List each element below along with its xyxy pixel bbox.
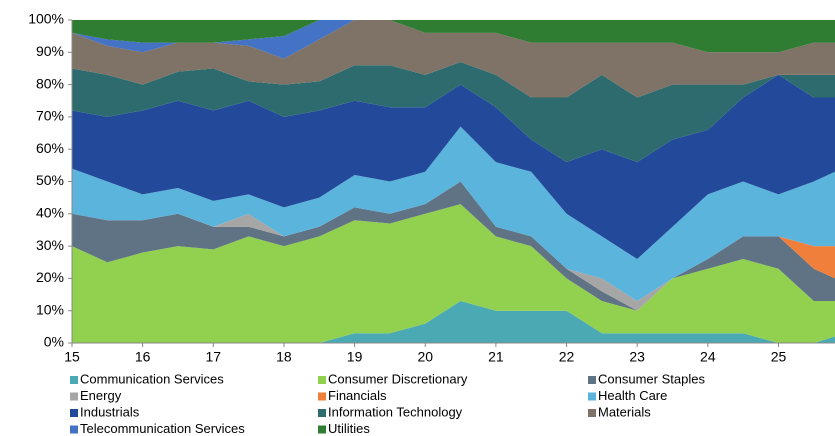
legend-swatch — [588, 409, 596, 417]
area — [72, 61, 835, 163]
y-tick-label: 60% — [36, 140, 64, 156]
legend-swatch — [70, 409, 78, 417]
area — [72, 126, 835, 302]
x-tick-label: 15 — [64, 349, 80, 365]
x-tick-label: 17 — [206, 349, 222, 365]
y-tick-label: 40% — [36, 205, 64, 221]
x-tick-label: 18 — [276, 349, 292, 365]
legend-swatch — [318, 409, 326, 417]
x-tick-label: 21 — [488, 349, 504, 365]
area — [72, 301, 835, 343]
legend-label: Communication Services — [80, 371, 224, 386]
legend-label: Telecommunication Services — [80, 421, 245, 436]
x-tick-label: 19 — [347, 349, 363, 365]
legend-swatch — [318, 376, 326, 384]
legend-label: Consumer Staples — [598, 371, 705, 386]
y-tick-label: 70% — [36, 108, 64, 124]
area — [72, 20, 835, 53]
legend-label: Utilities — [328, 421, 370, 436]
legend-swatch — [70, 376, 78, 384]
x-tick-label: 23 — [629, 349, 645, 365]
legend-swatch — [588, 392, 596, 401]
y-tick-label: 30% — [36, 237, 64, 253]
legend-swatch — [70, 392, 78, 401]
legend-label: Information Technology — [328, 404, 463, 419]
legend-swatch — [318, 425, 326, 434]
legend-swatch — [588, 376, 596, 384]
area — [72, 204, 835, 343]
legend-swatch — [318, 392, 326, 401]
y-tick-label: 0% — [44, 334, 64, 350]
x-tick-label: 25 — [771, 349, 787, 365]
area — [72, 74, 835, 260]
legend-label: Materials — [598, 404, 651, 419]
y-tick-label: 90% — [36, 43, 64, 59]
legend-swatch — [70, 425, 78, 434]
y-tick-label: 10% — [36, 301, 64, 317]
area — [72, 20, 835, 59]
y-tick-label: 100% — [28, 11, 64, 27]
legend-label: Industrials — [80, 404, 140, 419]
y-tick-label: 20% — [36, 269, 64, 285]
legend-label: Financials — [328, 388, 387, 403]
y-tick-label: 50% — [36, 172, 64, 188]
x-tick-label: 22 — [559, 349, 575, 365]
legend-label: Energy — [80, 388, 122, 403]
x-tick-label: 16 — [135, 349, 151, 365]
legend-label: Health Care — [598, 388, 667, 403]
x-tick-label: 20 — [417, 349, 433, 365]
x-tick-label: 24 — [700, 349, 716, 365]
area — [72, 20, 835, 98]
legend-label: Consumer Discretionary — [328, 371, 468, 386]
y-tick-label: 80% — [36, 75, 64, 91]
